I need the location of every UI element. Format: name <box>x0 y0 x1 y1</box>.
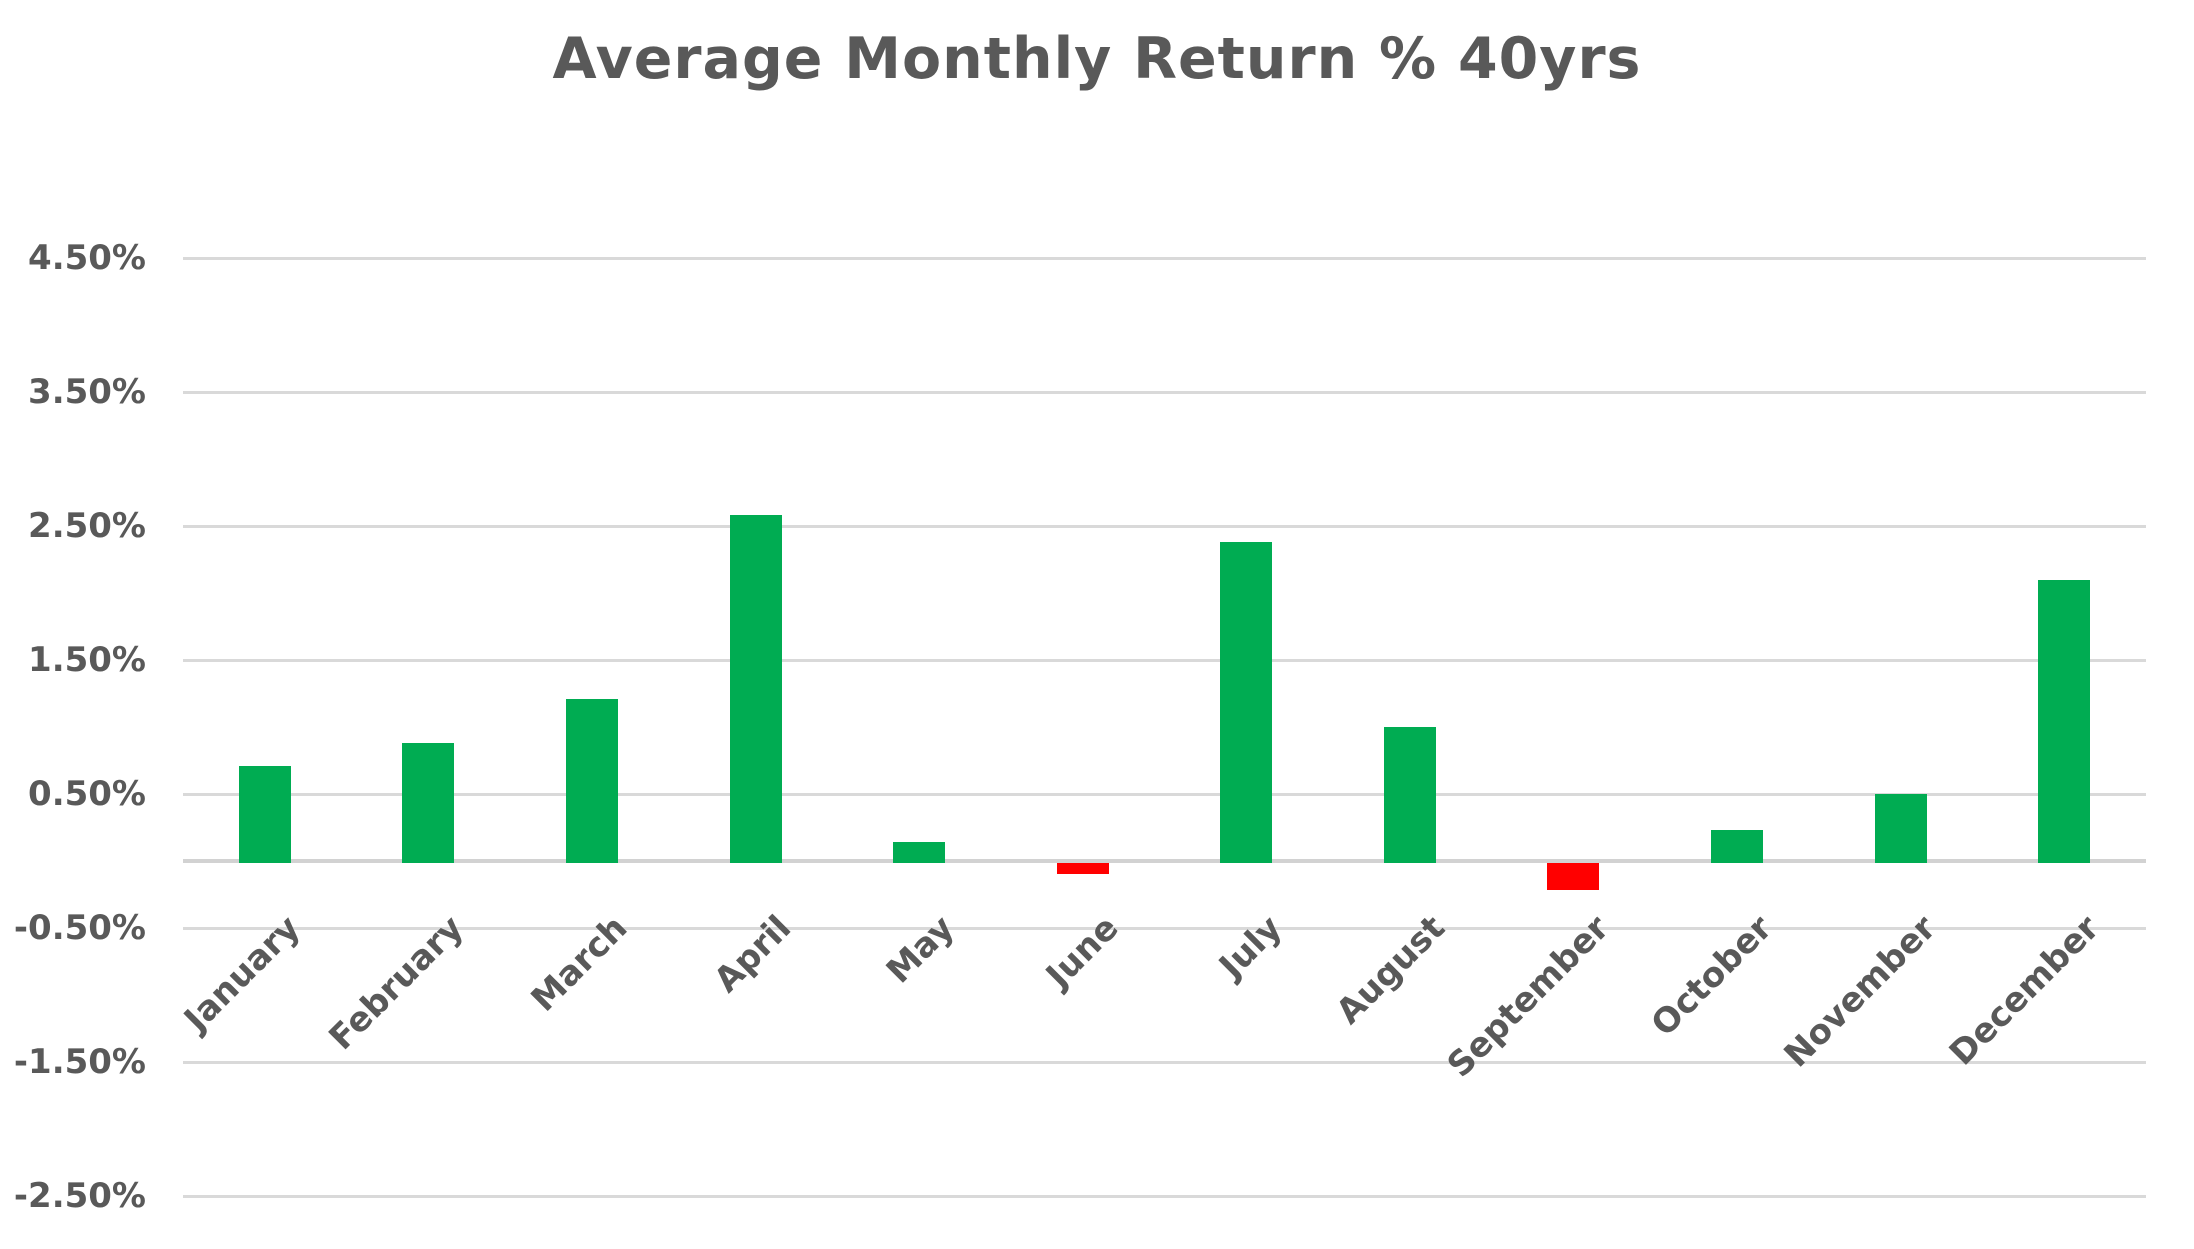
x-label-june: June <box>1038 908 1127 996</box>
gridline--1.50% <box>183 1061 2146 1064</box>
bar-july[interactable] <box>1220 542 1273 863</box>
x-label-may: May <box>879 908 963 992</box>
x-label-december: December <box>1941 908 2108 1074</box>
bar-february[interactable] <box>402 743 455 863</box>
bar-october[interactable] <box>1711 830 1764 863</box>
x-label-november: November <box>1776 908 1944 1076</box>
x-label-march: March <box>523 908 636 1020</box>
gridline--0.50% <box>183 927 2146 930</box>
bar-march[interactable] <box>565 698 618 863</box>
bar-june[interactable] <box>1056 863 1109 875</box>
gridline-2.50% <box>183 525 2146 528</box>
x-label-september: September <box>1439 908 1617 1086</box>
y-tick-label: 2.50% <box>28 506 146 546</box>
gridline--2.50% <box>183 1195 2146 1198</box>
gridline-1.50% <box>183 659 2146 662</box>
y-tick-label: -2.50% <box>13 1176 146 1216</box>
bar-april[interactable] <box>729 515 782 863</box>
y-tick-label: 1.50% <box>28 640 146 680</box>
bar-january[interactable] <box>238 765 291 863</box>
gridline-3.50% <box>183 391 2146 394</box>
y-tick-label: -1.50% <box>13 1042 146 1082</box>
bar-september[interactable] <box>1547 863 1600 891</box>
y-tick-label: 0.50% <box>28 774 146 814</box>
bar-november[interactable] <box>1874 794 1927 863</box>
chart-title: Average Monthly Return % 40yrs <box>552 26 1642 92</box>
zero-axis-line <box>183 859 2146 863</box>
x-label-february: February <box>321 908 472 1058</box>
bar-december[interactable] <box>2038 579 2091 863</box>
x-label-april: April <box>706 908 799 1001</box>
bar-may[interactable] <box>893 842 946 863</box>
y-tick-label: 4.50% <box>28 238 146 278</box>
gridline-4.50% <box>183 257 2146 260</box>
bar-august[interactable] <box>1383 727 1436 863</box>
gridline-0.50% <box>183 793 2146 796</box>
y-tick-label: 3.50% <box>28 372 146 412</box>
y-tick-label: -0.50% <box>13 908 146 948</box>
x-label-july: July <box>1211 908 1290 987</box>
